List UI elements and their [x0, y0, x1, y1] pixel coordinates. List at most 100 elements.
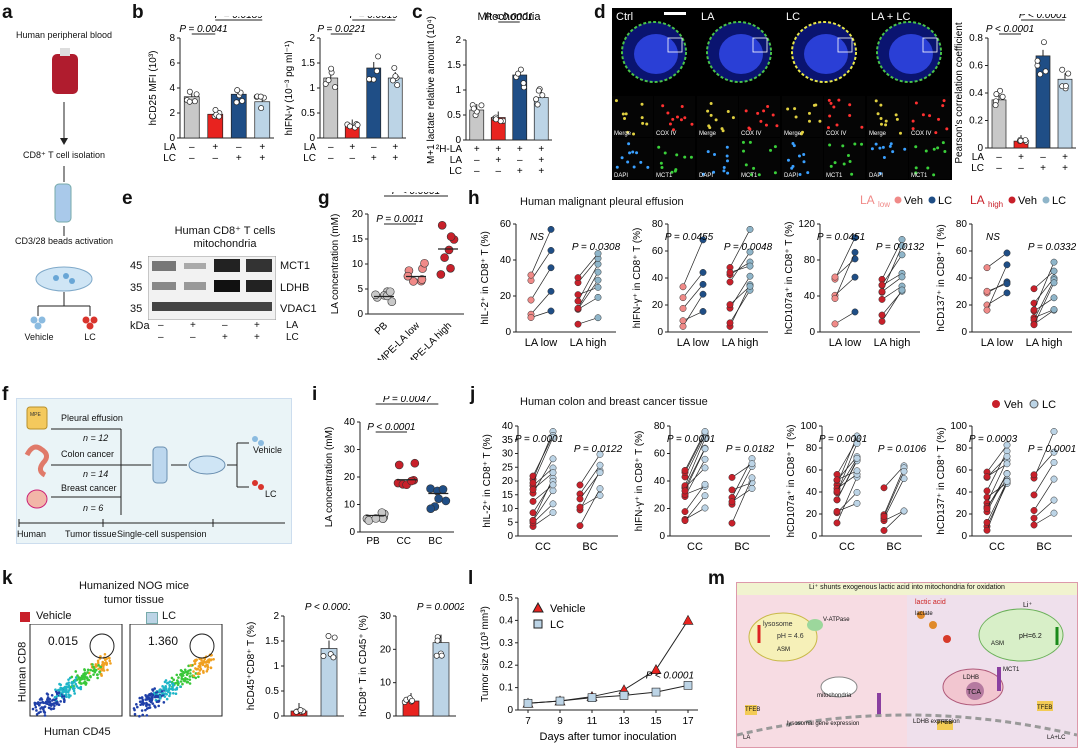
data-point	[391, 64, 398, 71]
flow-event	[72, 689, 76, 693]
pair-line	[986, 481, 1008, 523]
data-point	[212, 106, 219, 113]
lc-point	[701, 464, 709, 472]
flow-event	[63, 687, 67, 691]
data-point	[470, 105, 477, 112]
condition-sign: +	[392, 142, 398, 153]
flow-event	[198, 664, 202, 668]
inset-signal	[709, 102, 713, 106]
inset-signal	[829, 101, 833, 105]
y-tick-label: 60	[956, 246, 968, 257]
band-ldhb-1	[152, 282, 176, 290]
flow-event	[40, 706, 44, 709]
data-point	[375, 53, 382, 60]
p-value: P = 0.0003	[969, 434, 1018, 445]
data-point	[371, 514, 381, 523]
zoom-box	[837, 37, 853, 53]
flow-event	[180, 677, 184, 681]
chart-j-il2: 0 5 10 15 20 25 30 35 40 hIL-2⁺ in CD8⁺ T (%) CC BC…	[482, 421, 623, 553]
inset-signal	[874, 99, 878, 103]
lc-cells-icon	[82, 316, 90, 324]
inset	[739, 96, 780, 137]
p-value: P < 0.0001	[305, 602, 350, 613]
flow-event	[86, 671, 89, 674]
p-value: P = 0.0001	[1028, 444, 1076, 455]
veh-point	[574, 274, 582, 282]
lc-point	[898, 236, 906, 243]
panel-d-micrographs: Ctrl Merge COX IV DAPI MCT1 LA Merge COX IV DAPI…	[612, 8, 952, 180]
data-point	[1059, 66, 1066, 73]
chart-d-pearson: 0 0.2 0.4 0.6 0.8 Pearson's correlation coeff…	[954, 14, 1076, 174]
flow-event	[170, 676, 174, 680]
condition-sign: +	[212, 142, 218, 153]
condition-sign: –	[212, 153, 218, 164]
flow-event	[49, 707, 53, 710]
lc-point	[853, 432, 861, 440]
data-point	[437, 220, 447, 230]
condition-sign: +	[495, 144, 501, 155]
veh-point	[983, 518, 991, 526]
flow-event	[168, 684, 172, 688]
micrograph-label: LA	[701, 11, 715, 23]
legend-dot	[894, 196, 902, 204]
p-value: NS	[530, 232, 544, 243]
blot-condition-sign: –	[190, 332, 196, 343]
tube-icon	[152, 446, 168, 484]
inset-signal	[741, 140, 745, 144]
ldhb-expression-label: LDHB expression	[913, 719, 960, 725]
pair-line	[731, 458, 753, 498]
data-point	[394, 460, 404, 470]
p-value: P = 0.0047	[383, 396, 432, 405]
lc-point	[549, 487, 557, 495]
footer-human: Human	[17, 529, 47, 539]
flow-event	[199, 667, 203, 671]
legend-veh: Veh	[1018, 195, 1037, 207]
inset-signal	[914, 166, 918, 170]
condition-sign: –	[474, 155, 480, 166]
y-tick-label: 0	[357, 309, 363, 320]
flow-event	[71, 681, 74, 685]
data-point	[320, 653, 327, 659]
data-point	[332, 84, 339, 91]
flow-event	[200, 659, 203, 662]
y-tick-label: 15	[502, 490, 514, 501]
inset-signal	[726, 171, 730, 175]
lc-point	[900, 467, 908, 475]
lc-point	[900, 507, 908, 515]
data-point	[297, 707, 304, 714]
cell-icon	[63, 273, 69, 279]
flow-event	[97, 667, 100, 671]
pair-line	[1033, 512, 1055, 526]
flow-event	[178, 673, 182, 676]
lc-point	[1050, 509, 1058, 517]
y-tick-label: 0.5	[499, 593, 513, 604]
condition-sign: –	[996, 152, 1002, 163]
lactate-channel-left	[877, 693, 881, 717]
veh-point	[726, 301, 734, 309]
pair-line	[579, 472, 601, 500]
lc-point	[748, 485, 756, 492]
data-point	[438, 652, 445, 659]
inset-label: COX IV	[656, 131, 676, 137]
data-point	[533, 96, 540, 103]
inset-signal	[786, 107, 790, 111]
y-tick-label: 30	[380, 611, 392, 622]
flow-event	[35, 712, 39, 716]
veh-point	[1030, 306, 1038, 314]
veh-point	[983, 505, 991, 513]
cell-icon	[69, 278, 75, 284]
y-axis-label: hCD137⁺ in CD8⁺ T (%)	[936, 224, 947, 331]
p-value: P = 0.0182	[726, 444, 775, 455]
pair-line	[682, 239, 704, 287]
mpe-tag: MPE	[30, 412, 41, 418]
flow-event	[39, 701, 42, 705]
veh-point	[1030, 514, 1038, 522]
pair-line	[881, 239, 903, 280]
schematic-title: Li⁺ shunts exogenous lactic acid into mi…	[737, 583, 1077, 595]
inset-signal	[742, 149, 746, 153]
data-point	[407, 476, 416, 486]
data-point	[478, 102, 485, 109]
pair-line	[729, 251, 751, 283]
inset-label: COX IV	[911, 131, 931, 137]
